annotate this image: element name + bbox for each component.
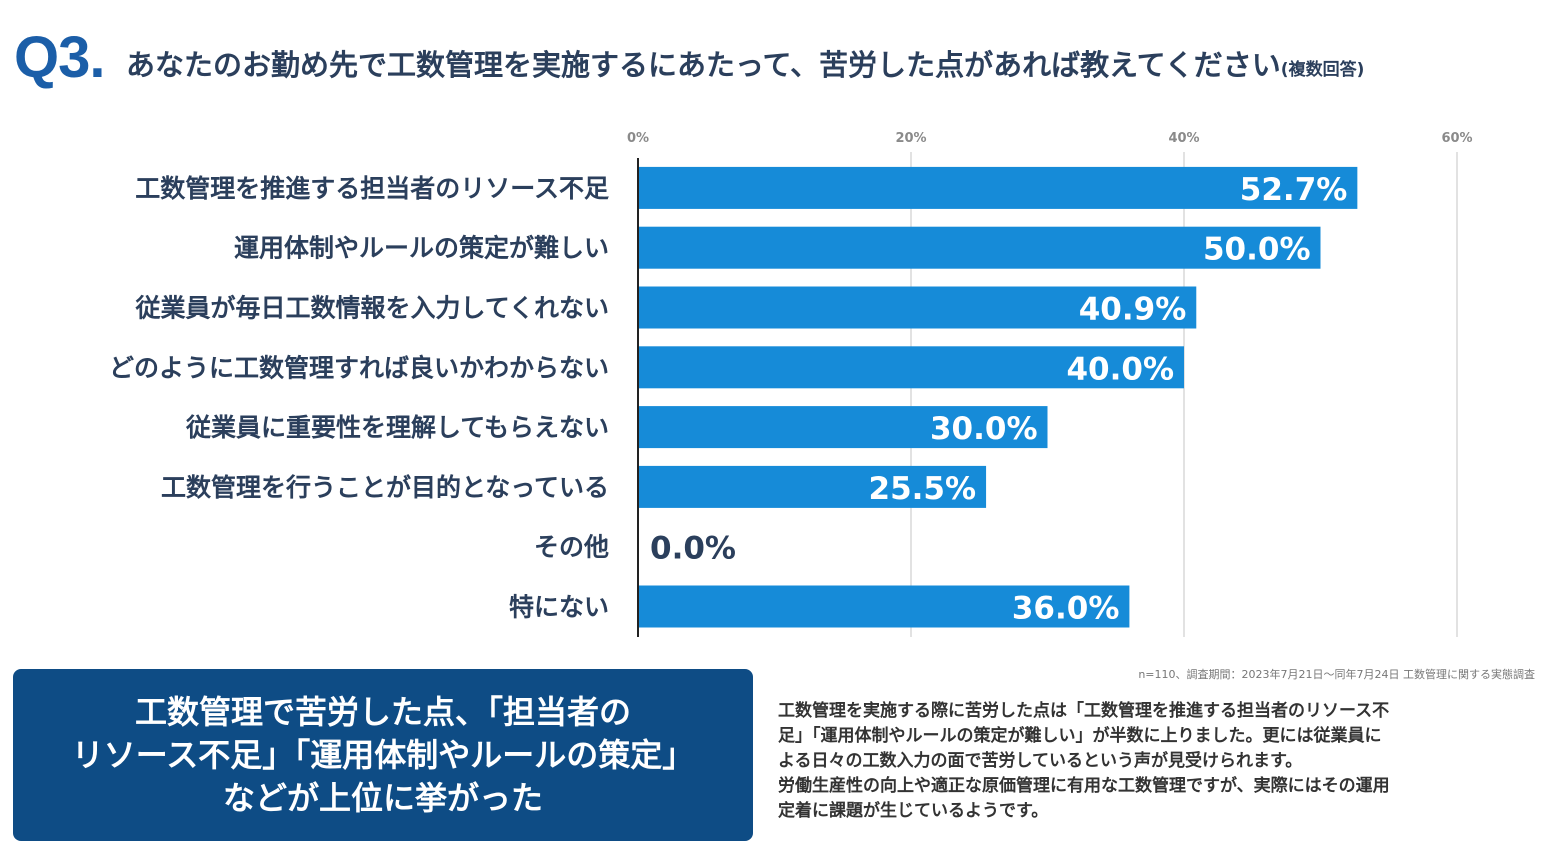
question-title: あなたのお勤め先で工数管理を実施するにあたって、苦労した点があれば教えてください [126, 48, 1281, 82]
question-text: あなたのお勤め先で工数管理を実施するにあたって、苦労した点があれば教えてください… [126, 42, 1364, 84]
data-label: 40.0% [1066, 351, 1174, 387]
body-line: 労働生産性の向上や適正な原価管理に有用な工数管理ですが、実際にはその運用 [778, 776, 1390, 796]
bar [638, 406, 1048, 449]
bar [638, 585, 1130, 628]
bar [638, 346, 1184, 389]
summary-line: 工数管理で苦労した点、「担当者の [134, 692, 631, 731]
tick-label: 0% [627, 131, 649, 146]
category-label: その他 [534, 533, 609, 562]
bar [638, 166, 1358, 209]
question-note: (複数回答) [1280, 60, 1365, 80]
bar-chart: 0% 20% 40% 60% 工数管理を推進する担当者のリソース不足 52.7% 運用体制や… [109, 131, 1473, 637]
category-label: 工数管理を行うことが目的となっている [161, 473, 609, 502]
data-label: 52.7% [1240, 172, 1348, 208]
source-note: n=110、調査期間：2023年7月21日～同年7月24日 工数管理に関する実態… [1138, 668, 1535, 681]
category-label: 従業員に重要性を理解してもらえない [185, 413, 609, 442]
data-label: 50.0% [1203, 232, 1311, 268]
question-number: Q3. [14, 25, 105, 90]
tick-label: 60% [1441, 131, 1472, 146]
category-label: 工数管理を推進する担当者のリソース不足 [135, 174, 609, 203]
bar [638, 286, 1197, 329]
bar [638, 226, 1321, 269]
question-header: Q3. あなたのお勤め先で工数管理を実施するにあたって、苦労した点があれば教えて… [14, 18, 1554, 98]
data-label: 25.5% [869, 471, 977, 507]
bar [638, 465, 987, 508]
body-line: 足」「運用体制やルールの策定が難しい」が半数に上りました。更には従業員に [778, 726, 1382, 746]
data-label: 30.0% [930, 411, 1038, 447]
category-label: どのように工数管理すれば良いかわからない [109, 353, 609, 382]
summary-line: などが上位に挙がった [222, 778, 543, 817]
body-line: 定着に課題が生じているようです。 [778, 801, 1049, 821]
summary-line: リソース不足」「運用体制やルールの策定」 [71, 735, 695, 774]
data-label: 0.0% [650, 531, 736, 567]
tick-label: 40% [1168, 131, 1199, 146]
body-text: 工数管理を実施する際に苦労した点は「工数管理を推進する担当者のリソース不 足」「… [778, 699, 1538, 824]
summary-box: 工数管理で苦労した点、「担当者の リソース不足」「運用体制やルールの策定」 など… [13, 669, 753, 841]
data-label: 36.0% [1012, 591, 1120, 627]
category-label: 運用体制やルールの策定が難しい [234, 234, 609, 263]
category-label: 特にない [509, 593, 609, 622]
tick-label: 20% [895, 131, 926, 146]
data-label: 40.9% [1079, 292, 1187, 328]
category-label: 従業員が毎日工数情報を入力してくれない [134, 294, 609, 323]
body-line: よる日々の工数入力の面で苦労しているという声が見受けられます。 [778, 751, 1303, 771]
body-line: 工数管理を実施する際に苦労した点は「工数管理を推進する担当者のリソース不 [778, 701, 1390, 721]
